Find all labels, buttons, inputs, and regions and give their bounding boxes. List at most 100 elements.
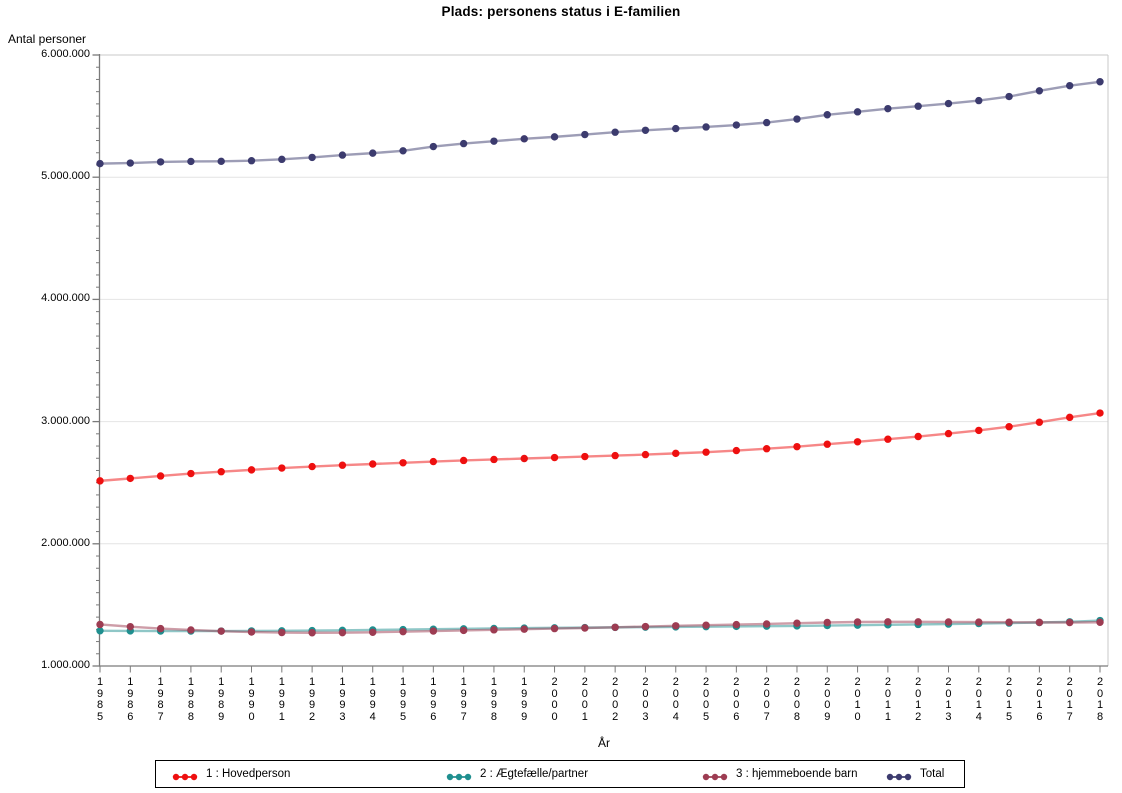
legend-marker-glyph xyxy=(172,773,198,781)
y-tick-label: 4.000.000 xyxy=(41,292,90,305)
line-marker-icon xyxy=(702,769,728,781)
data-point xyxy=(156,624,165,633)
legend-dot xyxy=(895,773,903,781)
data-point xyxy=(914,432,922,441)
data-point xyxy=(975,96,983,105)
x-tick-label: 1 9 8 7 xyxy=(157,676,164,723)
data-point xyxy=(1065,413,1074,422)
data-point xyxy=(369,628,377,636)
data-point xyxy=(338,461,347,469)
data-point xyxy=(1005,92,1013,101)
y-tick-label: 1.000.000 xyxy=(41,659,90,671)
y-tick-label: 2.000.000 xyxy=(41,536,90,549)
data-point xyxy=(96,477,104,485)
data-point xyxy=(187,157,195,166)
data-point xyxy=(247,628,256,636)
data-point xyxy=(611,128,619,136)
data-point xyxy=(338,151,347,159)
data-point xyxy=(884,435,892,443)
data-point xyxy=(1005,618,1013,626)
data-point xyxy=(187,626,195,634)
x-tick-label: 2 0 0 8 xyxy=(793,676,801,723)
legend-entry-hjemmeboende-barn: 3 : hjemmeboende barn xyxy=(702,761,857,787)
data-point xyxy=(126,622,135,631)
x-axis-title: År xyxy=(598,736,610,750)
data-point xyxy=(762,445,771,453)
data-point xyxy=(429,627,438,635)
data-point xyxy=(550,624,559,633)
data-point xyxy=(278,464,286,472)
x-tick-label: 2 0 0 9 xyxy=(824,676,831,723)
chart-title: Plads: personens status i E-familien xyxy=(441,4,681,19)
x-tick-label: 2 0 1 5 xyxy=(1006,676,1013,723)
data-point xyxy=(520,454,528,463)
data-point xyxy=(520,625,528,633)
data-point xyxy=(308,629,316,637)
data-point xyxy=(1065,81,1074,90)
legend-dot xyxy=(720,773,728,781)
data-point xyxy=(944,99,953,108)
data-point xyxy=(429,457,438,466)
data-point xyxy=(762,620,771,628)
data-point xyxy=(490,455,498,464)
data-point xyxy=(96,620,104,629)
x-tick-label: 1 9 8 5 xyxy=(96,676,104,723)
y-tick-label: 5.000.000 xyxy=(41,170,90,183)
legend-marker-glyph xyxy=(886,773,912,781)
x-tick-label: 1 9 9 4 xyxy=(369,676,376,723)
data-point xyxy=(217,157,225,166)
data-point xyxy=(823,111,831,119)
legend-marker-glyph xyxy=(446,773,472,781)
legend-dot xyxy=(702,773,710,781)
legend-entry-total: Total xyxy=(886,761,944,787)
x-tick-label: 2 0 1 4 xyxy=(975,676,982,723)
data-point xyxy=(944,618,953,626)
legend-dot xyxy=(464,773,472,781)
data-point xyxy=(672,449,680,458)
data-point xyxy=(581,624,589,632)
data-point xyxy=(338,628,347,637)
data-point xyxy=(641,450,650,459)
legend-entry-hovedperson: 1 : Hovedperson xyxy=(172,761,290,787)
data-point xyxy=(853,438,862,446)
data-point xyxy=(672,124,680,133)
line-marker-icon xyxy=(446,769,472,781)
x-tick-label: 1 9 9 1 xyxy=(278,676,285,723)
x-tick-label: 1 9 9 9 xyxy=(521,676,528,723)
data-point xyxy=(853,618,862,626)
legend-dot xyxy=(904,773,912,781)
data-point xyxy=(884,618,892,626)
data-point xyxy=(732,620,741,629)
data-point xyxy=(187,469,195,478)
data-point xyxy=(702,448,710,456)
data-point xyxy=(944,429,953,438)
series-line xyxy=(99,80,1101,165)
legend-dot xyxy=(455,773,463,781)
legend-marker-glyph xyxy=(702,773,728,781)
data-point xyxy=(308,462,316,471)
data-point xyxy=(247,466,256,474)
data-point xyxy=(823,440,831,448)
data-point xyxy=(823,618,831,627)
x-tick-label: 1 9 9 3 xyxy=(339,676,346,723)
legend-label: 1 : Hovedperson xyxy=(206,768,291,780)
x-tick-label: 2 0 1 1 xyxy=(884,676,891,723)
data-point xyxy=(762,118,771,127)
data-point xyxy=(611,623,619,631)
data-point xyxy=(853,108,862,116)
data-point xyxy=(793,115,801,123)
data-point xyxy=(459,626,468,635)
legend: 1 : Hovedperson 2 : Ægtefælle/partner 3 … xyxy=(155,760,965,788)
data-point xyxy=(672,622,680,630)
legend-dot xyxy=(711,773,719,781)
data-point xyxy=(884,104,892,113)
data-point xyxy=(1035,618,1044,627)
data-point xyxy=(793,619,801,627)
y-tick-label: 6.000.000 xyxy=(41,48,90,60)
data-point xyxy=(1096,78,1104,86)
data-point xyxy=(1035,87,1044,95)
data-point xyxy=(520,135,528,143)
data-point xyxy=(702,123,710,131)
line-marker-icon xyxy=(172,769,198,781)
data-point xyxy=(732,446,741,455)
